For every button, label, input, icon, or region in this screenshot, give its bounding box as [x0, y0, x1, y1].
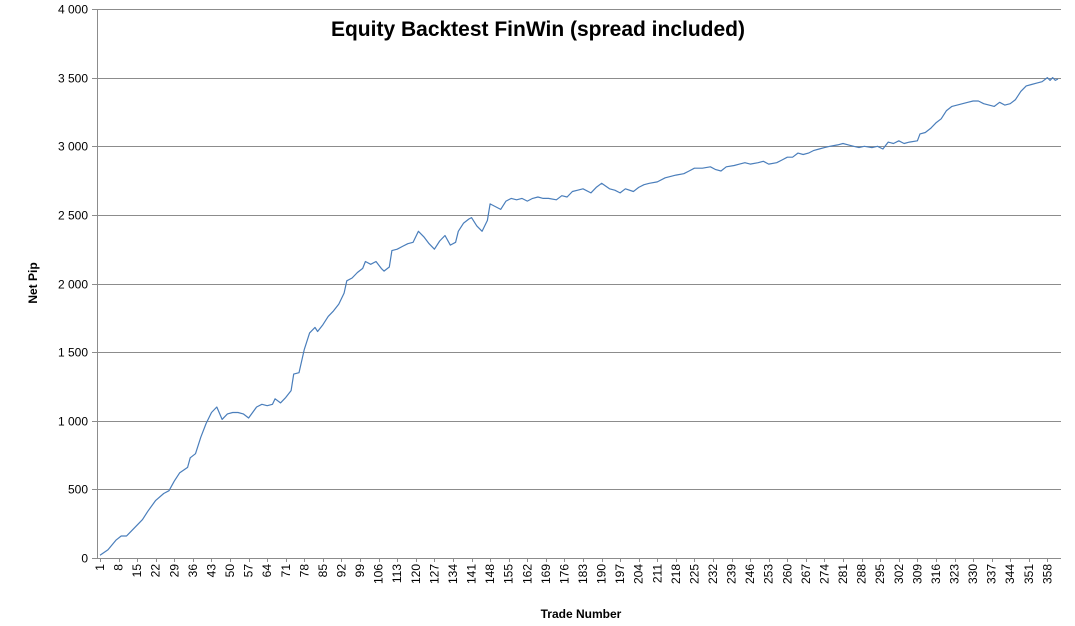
- x-tick-label: 267: [799, 564, 813, 584]
- series-layer: [99, 77, 1059, 556]
- equity-series-line: [99, 77, 1059, 556]
- x-tick-label: 78: [297, 564, 311, 578]
- x-tick-label: 211: [650, 564, 664, 583]
- x-tick-label: 29: [167, 564, 181, 578]
- x-tick-label: 337: [985, 564, 999, 584]
- x-tick-label: 141: [465, 564, 479, 584]
- x-tick-label: 204: [632, 564, 646, 584]
- x-tick-label: 316: [929, 564, 943, 584]
- x-tick-label: 162: [520, 564, 534, 584]
- x-tick-label: 358: [1040, 564, 1054, 584]
- x-tick-label: 309: [910, 564, 924, 584]
- x-tick-label: 330: [966, 564, 980, 584]
- x-tick-label: 274: [817, 564, 831, 584]
- x-tick-label: 281: [836, 564, 850, 584]
- x-tick-label: 8: [112, 564, 126, 571]
- x-tick-label: 295: [873, 564, 887, 584]
- y-tick-labels: 0 500 1 000 1 500 2 000 2 500 3 000 3 500 4 000: [58, 3, 88, 566]
- x-tick-label: 57: [242, 564, 256, 578]
- x-tick-label: 351: [1022, 564, 1036, 584]
- y-tick-label: 500: [68, 483, 88, 497]
- x-tick-label: 1: [93, 564, 107, 571]
- x-tick-label: 85: [316, 564, 330, 578]
- x-tick-label: 22: [149, 564, 163, 578]
- x-axis-title: Trade Number: [541, 607, 622, 621]
- y-tick-label: 3 500: [58, 72, 88, 86]
- x-tick-label: 43: [204, 564, 218, 578]
- chart-title: Equity Backtest FinWin (spread included): [331, 18, 745, 41]
- axes: [92, 9, 1061, 562]
- x-tick-label: 176: [557, 564, 571, 584]
- x-tick-label: 225: [687, 564, 701, 584]
- y-tick-label: 3 000: [58, 140, 88, 154]
- x-tick-label: 183: [576, 564, 590, 584]
- x-tick-label: 36: [186, 564, 200, 578]
- y-tick-label: 1 500: [58, 346, 88, 360]
- x-tick-label: 323: [948, 564, 962, 584]
- x-tick-label: 99: [353, 564, 367, 578]
- gridlines: [97, 9, 1061, 490]
- y-tick-label: 2 500: [58, 209, 88, 223]
- x-tick-label: 260: [780, 564, 794, 584]
- x-tick-label: 253: [762, 564, 776, 584]
- x-tick-label: 239: [725, 564, 739, 584]
- x-tick-label: 120: [409, 564, 423, 584]
- x-tick-label: 197: [613, 564, 627, 584]
- x-tick-labels: 1 8 15 22 29 36 43 50 57 64 71 78 85 92 99 106 113 120 127…: [93, 564, 1054, 584]
- x-tick-label: 15: [130, 564, 144, 578]
- x-tick-label: 344: [1003, 564, 1017, 584]
- x-tick-label: 232: [706, 564, 720, 584]
- x-tick-label: 155: [502, 564, 516, 584]
- x-tick-label: 246: [743, 564, 757, 584]
- x-tick-label: 64: [260, 564, 274, 578]
- x-tick-label: 302: [892, 564, 906, 584]
- x-tick-label: 71: [279, 564, 293, 578]
- x-tick-label: 169: [539, 564, 553, 584]
- y-tick-label: 4 000: [58, 3, 88, 17]
- x-tick-label: 50: [223, 564, 237, 578]
- x-tick-label: 106: [372, 564, 386, 584]
- x-tick-label: 218: [669, 564, 683, 584]
- x-tick-label: 288: [855, 564, 869, 584]
- x-tick-label: 190: [595, 564, 609, 584]
- x-tick-label: 113: [390, 564, 404, 583]
- y-tick-label: 2 000: [58, 278, 88, 292]
- x-tick-label: 148: [483, 564, 497, 584]
- y-tick-label: 1 000: [58, 415, 88, 429]
- x-tick-label: 127: [427, 564, 441, 584]
- y-axis-title: Net Pip: [26, 262, 40, 303]
- y-tick-label: 0: [81, 552, 88, 566]
- x-tick-label: 92: [334, 564, 348, 578]
- x-tick-label: 134: [446, 564, 460, 584]
